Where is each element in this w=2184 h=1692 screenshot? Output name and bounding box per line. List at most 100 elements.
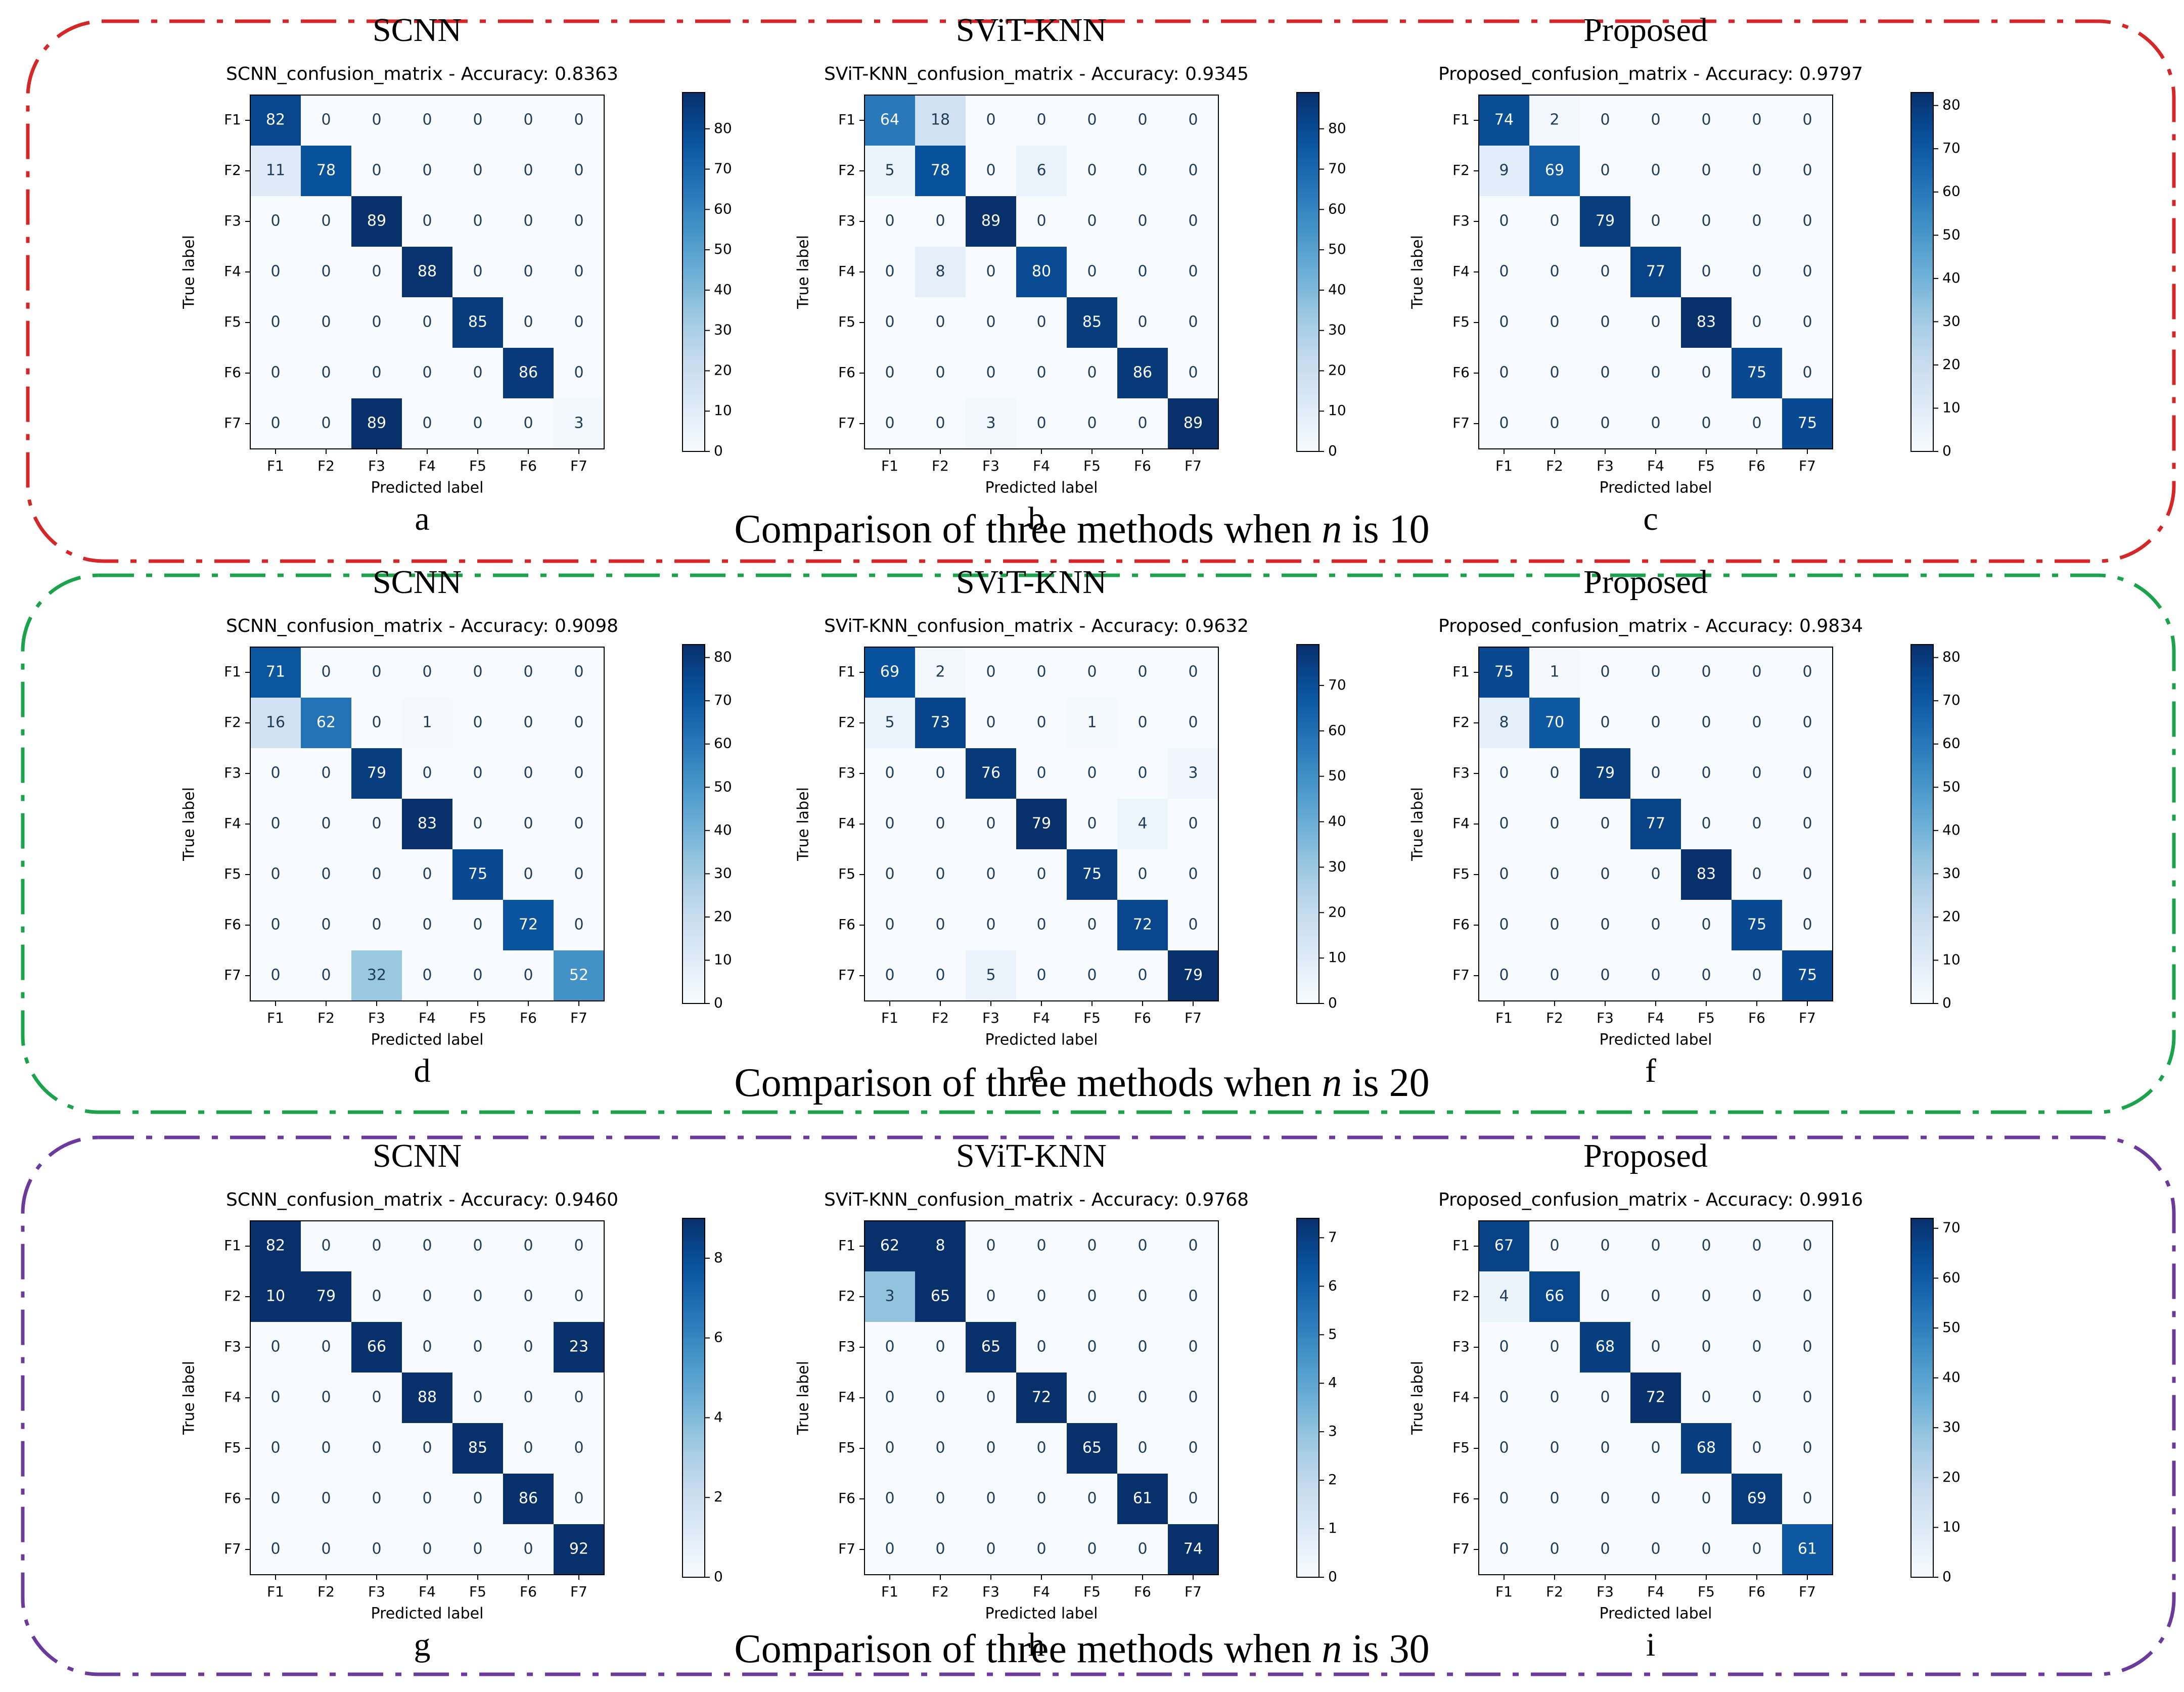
heatmap-cell: [1529, 698, 1580, 749]
heatmap-cell: [966, 1474, 1017, 1525]
heatmap-cell: [1067, 1474, 1118, 1525]
cell-value: 0: [1188, 111, 1198, 129]
cell-value: 0: [473, 815, 482, 833]
cell-value: 0: [1188, 663, 1198, 681]
cell-value: 0: [935, 212, 945, 230]
heatmap-cell: [554, 247, 605, 298]
heatmap-cell: [1580, 297, 1631, 348]
cell-value: 0: [321, 415, 331, 432]
heatmap-cell: [1016, 1524, 1067, 1575]
cell-value: 0: [422, 111, 432, 129]
heatmap-cell: [1067, 1373, 1118, 1424]
y-tick-label: F6: [224, 916, 241, 933]
cell-value: 66: [367, 1338, 386, 1356]
method-heading: Proposed: [1583, 1137, 1708, 1174]
cell-value: 0: [885, 1389, 894, 1406]
cell-value: 0: [935, 364, 945, 382]
colorbar-tick-label: 20: [1328, 903, 1346, 920]
cell-value: 0: [986, 1490, 995, 1507]
heatmap-cell: [301, 849, 352, 900]
cell-value: 0: [1752, 111, 1761, 129]
cell-value: 0: [1651, 313, 1660, 331]
heatmap-cell: [402, 297, 453, 348]
heatmap-cell: [966, 146, 1017, 197]
confusion-matrix-f: Proposed Proposed_confusion_matrix - Accu…: [1409, 564, 1961, 1089]
y-tick-label: F7: [1452, 1540, 1470, 1557]
cell-value: 0: [935, 967, 945, 984]
heatmap-cell: [966, 348, 1017, 399]
cell-value: 0: [1651, 364, 1660, 382]
heatmap-cell: [1630, 1423, 1681, 1474]
cell-value: 0: [885, 764, 894, 782]
colorbar-tick-label: 60: [1942, 735, 1961, 752]
heatmap-cell: [1067, 849, 1118, 900]
cell-value: 0: [1138, 1439, 1147, 1457]
heatmap-cell: [1681, 950, 1732, 1001]
heatmap-cell: [966, 398, 1017, 449]
heatmap-cell: [1117, 1423, 1168, 1474]
cell-value: 0: [422, 764, 432, 782]
chart-title: Proposed_confusion_matrix - Accuracy: 0.…: [1438, 1190, 1863, 1210]
cell-value: 0: [270, 1389, 280, 1406]
heatmap-cell: [1168, 247, 1219, 298]
heatmap-cell: [301, 95, 352, 146]
heatmap-cell: [452, 647, 504, 698]
cell-value: 0: [1087, 162, 1097, 179]
x-tick-label: F7: [570, 1583, 587, 1600]
colorbar-tick-label: 80: [1328, 120, 1346, 136]
heatmap-cell: [301, 799, 352, 850]
cell-value: 0: [523, 1540, 533, 1558]
heatmap-cell: [1168, 950, 1219, 1001]
cell-value: 0: [1087, 1540, 1097, 1558]
y-tick-label: F3: [1452, 764, 1470, 781]
heatmap-cell: [503, 247, 554, 298]
heatmap-cell: [864, 647, 916, 698]
heatmap-cell: [1732, 1322, 1783, 1373]
cell-value: 0: [372, 865, 381, 883]
method-heading: SCNN: [373, 564, 462, 601]
cell-value: 0: [270, 313, 280, 331]
heatmap-cell: [250, 196, 301, 247]
cell-value: 0: [935, 1490, 945, 1507]
heatmap-cell: [1681, 1221, 1732, 1272]
cell-value: 0: [523, 1237, 533, 1255]
cell-value: 0: [473, 967, 482, 984]
cell-value: 0: [935, 916, 945, 934]
cell-value: 0: [473, 1237, 482, 1255]
y-tick-label: F3: [838, 1338, 855, 1355]
cell-value: 68: [1596, 1338, 1615, 1356]
x-tick-label: F3: [1597, 1583, 1614, 1600]
heatmap-cell: [1168, 1423, 1219, 1474]
cell-value: 65: [981, 1338, 1000, 1356]
heatmap-cell: [864, 950, 916, 1001]
x-tick-label: F2: [317, 458, 335, 474]
heatmap-cell: [301, 1322, 352, 1373]
cell-value: 79: [1596, 764, 1615, 782]
heatmap-cell: [503, 348, 554, 399]
y-tick-label: F5: [224, 313, 241, 330]
group-caption-1: Comparison of three methods when n is 10: [734, 507, 1429, 552]
x-axis-label: Predicted label: [371, 1605, 484, 1623]
cell-value: 0: [1651, 1540, 1660, 1558]
cell-value: 18: [931, 111, 950, 129]
colorbar-tick-label: 40: [1328, 813, 1346, 830]
method-heading: SViT-KNN: [956, 564, 1107, 601]
cell-value: 75: [1798, 967, 1817, 984]
colorbar-tick-label: 10: [714, 951, 732, 968]
cell-value: 69: [1545, 162, 1564, 179]
colorbar-tick-label: 70: [1328, 676, 1346, 693]
y-tick-label: F4: [224, 815, 241, 832]
y-tick-label: F2: [1452, 714, 1470, 730]
heatmap-cell: [554, 647, 605, 698]
y-axis-label: True label: [795, 1361, 812, 1435]
cell-value: 0: [422, 162, 432, 179]
heatmap-cell: [1067, 900, 1118, 951]
cell-value: 0: [1752, 1439, 1761, 1457]
cell-value: 0: [1087, 1338, 1097, 1356]
x-tick-label: F3: [982, 1583, 999, 1600]
cell-value: 0: [1701, 1338, 1711, 1356]
heatmap-cell: [1681, 247, 1732, 298]
y-tick-label: F7: [1452, 967, 1470, 983]
heatmap-cell: [351, 1221, 402, 1272]
cell-value: 0: [473, 663, 482, 681]
